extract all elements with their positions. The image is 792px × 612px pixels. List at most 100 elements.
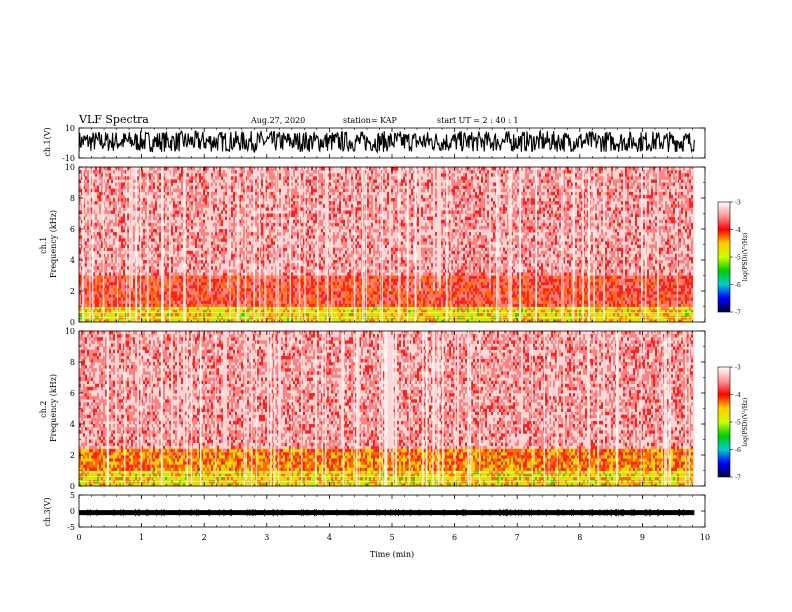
- spectrogram-cell: [349, 312, 351, 317]
- spectrogram-cell: [155, 291, 157, 295]
- spectrogram-cell: [269, 278, 271, 283]
- spectrogram-cell: [195, 188, 197, 193]
- spectrogram-cell: [233, 291, 235, 295]
- spectrogram-cell: [301, 309, 303, 314]
- spectrogram-cell: [323, 188, 325, 193]
- spectrogram-cell: [263, 312, 265, 317]
- spectrogram-cell: [181, 300, 183, 304]
- spectrogram-cell: [305, 201, 307, 205]
- spectrogram-cell: [127, 188, 129, 193]
- spectrogram-cell: [347, 303, 349, 307]
- spectrogram-cell: [171, 260, 173, 264]
- spectrogram-cell: [313, 278, 315, 283]
- spectrogram-cell: [241, 170, 243, 174]
- spectrogram-cell: [249, 309, 251, 314]
- spectrogram-cell: [357, 263, 359, 267]
- spectrogram-cell: [295, 278, 297, 283]
- spectrogram-cell: [293, 188, 295, 193]
- spectrogram-cell: [303, 244, 305, 248]
- spectrogram-cell: [305, 303, 307, 307]
- spectrogram-cell: [329, 291, 331, 295]
- spectrogram-cell: [211, 241, 213, 245]
- spectrogram-cell: [197, 204, 199, 208]
- spectrogram-cell: [165, 297, 167, 301]
- spectrogram-cell: [323, 312, 325, 317]
- spectrogram-cell: [333, 173, 335, 177]
- spectrogram-cell: [225, 287, 227, 292]
- spectrogram-cell: [255, 207, 257, 211]
- spectrogram-cell: [113, 250, 115, 255]
- spectrogram-cell: [271, 238, 273, 242]
- spectrogram-cell: [181, 182, 183, 186]
- spectrogram-cell: [313, 300, 315, 304]
- spectrogram-cell: [263, 291, 265, 295]
- spectrogram-cell: [185, 275, 187, 279]
- spectrogram-cell: [197, 201, 199, 205]
- spectrogram-cell: [203, 176, 205, 180]
- spectrogram-cell: [149, 247, 151, 252]
- spectrogram-cell: [149, 213, 151, 217]
- spectrogram-cell: [281, 291, 283, 295]
- spectrogram-cell: [125, 263, 127, 267]
- spectrogram-cell: [217, 235, 219, 239]
- spectrogram-cell: [233, 179, 235, 183]
- spectrogram-cell: [187, 269, 189, 273]
- spectrogram-cell: [181, 191, 183, 196]
- spectrogram-cell: [199, 167, 201, 171]
- spectrogram-cell: [235, 284, 237, 289]
- spectrogram-cell: [187, 238, 189, 242]
- spectrogram-cell: [345, 300, 347, 304]
- spectrogram-cell: [343, 238, 345, 242]
- spectrogram-cell: [213, 207, 215, 211]
- spectrogram-cell: [81, 191, 83, 196]
- spectrogram-cell: [281, 312, 283, 317]
- spectrogram-cell: [155, 229, 157, 233]
- spectrogram-cell: [349, 232, 351, 236]
- spectrogram-cell: [279, 250, 281, 255]
- spectrogram-cell: [213, 241, 215, 245]
- spectrogram-cell: [123, 309, 125, 314]
- spectrogram-cell: [305, 291, 307, 295]
- spectrogram-cell: [149, 281, 151, 286]
- spectrogram-cell: [163, 182, 165, 186]
- spectrogram-cell: [231, 194, 233, 199]
- spectrogram-cell: [155, 303, 157, 307]
- spectrogram-cell: [123, 216, 125, 221]
- spectrogram-cell: [273, 309, 275, 314]
- spectrogram-cell: [271, 266, 273, 270]
- spectrogram-cell: [269, 281, 271, 286]
- spectrogram-cell: [297, 318, 299, 322]
- spectrogram-cell: [281, 303, 283, 307]
- spectrogram-cell: [371, 300, 373, 304]
- spectrogram-cell: [151, 204, 153, 208]
- spectrogram-cell: [189, 210, 191, 214]
- spectrogram-cell: [215, 300, 217, 304]
- spectrogram-cell: [247, 297, 249, 301]
- spectrogram-cell: [315, 278, 317, 283]
- spectrogram-cell: [251, 188, 253, 193]
- spectrogram-cell: [195, 272, 197, 276]
- spectrogram-cell: [211, 303, 213, 307]
- spectrogram-cell: [319, 318, 321, 322]
- spectrogram-cell: [205, 309, 207, 314]
- spectrogram-cell: [185, 256, 187, 261]
- spectrogram-cell: [235, 213, 237, 217]
- spectrogram-cell: [233, 300, 235, 304]
- spectrogram-cell: [133, 281, 135, 286]
- spectrogram-cell: [127, 235, 129, 239]
- spectrogram-cell: [111, 297, 113, 301]
- spectrogram-cell: [223, 238, 225, 242]
- spectrogram-cell: [333, 235, 335, 239]
- spectrogram-cell: [101, 284, 103, 289]
- spectrogram-cell: [321, 194, 323, 199]
- spectrogram-cell: [141, 216, 143, 221]
- spectrogram-cell: [279, 201, 281, 205]
- spectrogram-cell: [233, 198, 235, 202]
- spectrogram-cell: [329, 253, 331, 258]
- spectrogram-cell: [309, 225, 311, 230]
- spectrogram-cell: [321, 191, 323, 196]
- spectrogram-cell: [203, 300, 205, 304]
- spectrogram-cell: [179, 179, 181, 183]
- spectrogram-cell: [117, 291, 119, 295]
- spectrogram-cell: [81, 204, 83, 208]
